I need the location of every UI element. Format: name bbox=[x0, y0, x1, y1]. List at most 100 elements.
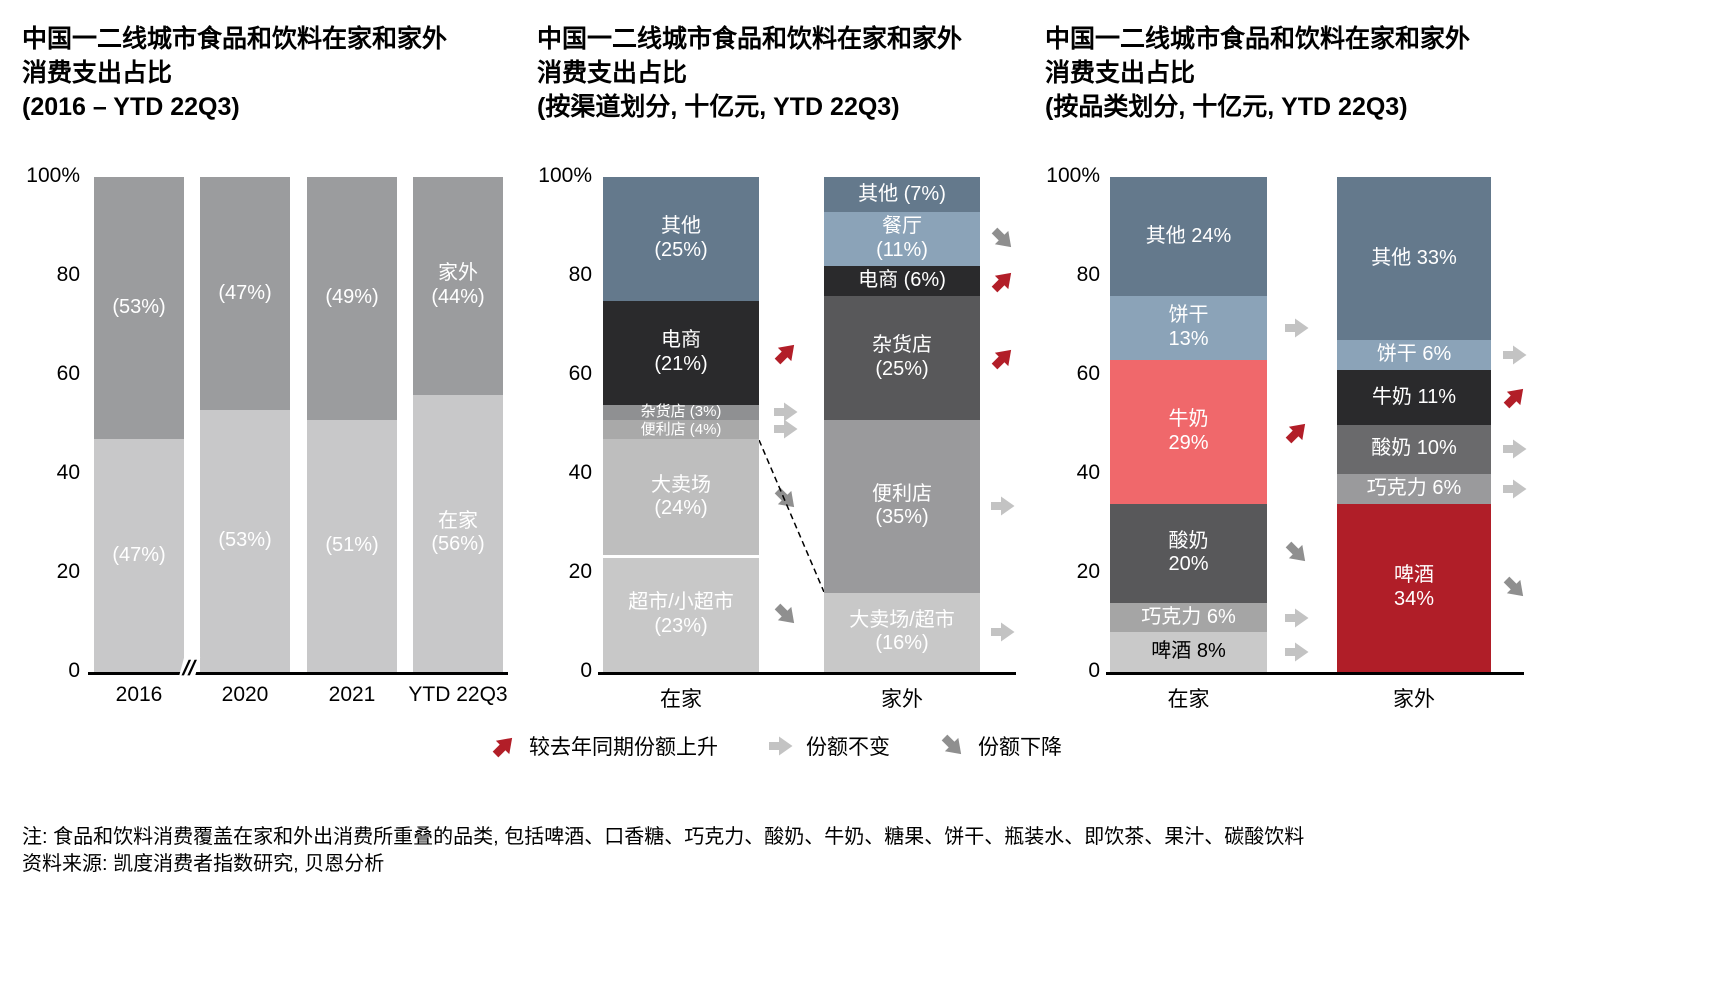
trend-flat-icon bbox=[1499, 433, 1531, 465]
stacked-bar: 啤酒 34% 巧克力 6% 酸奶 10% 牛奶 11% 饼干 6% 其他 33% bbox=[1337, 177, 1491, 672]
bar-segment-其他: 其他 (25%) bbox=[603, 177, 759, 301]
chart-title: 中国一二线城市食品和饮料在家和家外 消费支出占比 (2016 – YTD 22Q3) bbox=[22, 22, 447, 124]
bar-segment-电商: 电商 (6%) bbox=[824, 266, 980, 296]
y-axis-tick: 40 bbox=[1076, 461, 1100, 484]
bar-segment-在家: (47%) bbox=[94, 439, 184, 672]
trend-flat-icon bbox=[1281, 602, 1313, 634]
stacked-bar: 大卖场/超市 (16%) 便利店 (35%) 杂货店 (25%) 电商 (6%) 餐厅 … bbox=[824, 177, 980, 672]
x-axis-line bbox=[1106, 672, 1524, 675]
chart-title-line: (按品类划分, 十亿元, YTD 22Q3) bbox=[1045, 93, 1408, 121]
chart-title: 中国一二线城市食品和饮料在家和家外 消费支出占比 (按渠道划分, 十亿元, YTD … bbox=[537, 22, 962, 124]
trend-flat-icon bbox=[766, 731, 796, 761]
stacked-bar: 啤酒 8% 巧克力 6% 酸奶 20% 牛奶 29% 饼干 13% 其他 24% bbox=[1110, 177, 1267, 672]
trend-up-icon bbox=[489, 731, 519, 761]
bar-segment-牛奶: 牛奶 11% bbox=[1337, 370, 1491, 425]
x-category-label: 在家 bbox=[1167, 688, 1210, 711]
bar-segment-巧克力: 巧克力 6% bbox=[1337, 474, 1491, 504]
bar-segment-便利店: 便利店 (4%) bbox=[603, 419, 759, 440]
x-category-label: 2016 bbox=[115, 683, 163, 706]
trend-up-icon bbox=[1499, 381, 1531, 413]
bar-segment-饼干: 饼干 13% bbox=[1110, 295, 1267, 361]
y-axis-tick: 20 bbox=[568, 560, 592, 583]
trend-flat-icon bbox=[987, 490, 1019, 522]
bar-segment-餐厅: 餐厅 (11%) bbox=[824, 211, 980, 267]
legend: 较去年同期份额上升 份额不变 份额下降 bbox=[489, 731, 1062, 761]
stacked-bar: 超市/小超市 (23%) 大卖场 (24%) 便利店 (4%) 杂货店 (3%) 电商 … bbox=[603, 177, 759, 672]
bar-segment-牛奶: 牛奶 29% bbox=[1110, 360, 1267, 504]
y-axis-tick: 80 bbox=[568, 263, 592, 286]
footnote: 注: 食品和饮料消费覆盖在家和外出消费所重叠的品类, 包括啤酒、口香糖、巧克力、… bbox=[22, 826, 1305, 848]
bar-segment-在家: 在家 (56%) bbox=[413, 394, 503, 672]
trend-down-icon bbox=[770, 599, 802, 631]
bar-segment-饼干: 饼干 6% bbox=[1337, 340, 1491, 371]
bar-segment-啤酒: 啤酒 34% bbox=[1337, 503, 1491, 672]
stacked-bar: (53%) (47%) bbox=[200, 177, 290, 672]
trend-flat-icon bbox=[770, 413, 802, 445]
bar-segment-巧克力: 巧克力 6% bbox=[1110, 602, 1267, 633]
y-axis-tick: 40 bbox=[56, 461, 80, 484]
y-axis-tick: 60 bbox=[1076, 362, 1100, 385]
bar-segment-其他: 其他 24% bbox=[1110, 177, 1267, 296]
bar-segment-家外: (47%) bbox=[200, 177, 290, 410]
legend-item: 较去年同期份额上升 bbox=[489, 731, 718, 761]
chart-title: 中国一二线城市食品和饮料在家和家外 消费支出占比 (按品类划分, 十亿元, YTD … bbox=[1045, 22, 1470, 124]
trend-up-icon bbox=[987, 342, 1019, 374]
y-axis-tick: 0 bbox=[580, 659, 592, 682]
bar-segment-家外: (53%) bbox=[94, 177, 184, 440]
stacked-bar: (51%) (49%) bbox=[307, 177, 397, 672]
y-axis-tick: 60 bbox=[568, 362, 592, 385]
trend-down-icon bbox=[1281, 537, 1313, 569]
chart-title-line: 消费支出占比 bbox=[537, 59, 688, 87]
bar-segment-其他: 其他 33% bbox=[1337, 177, 1491, 341]
bar-segment-大卖场/超市: 大卖场/超市 (16%) bbox=[824, 592, 980, 672]
legend-item: 份额不变 bbox=[766, 731, 890, 761]
y-axis-tick: 0 bbox=[68, 659, 80, 682]
bar-segment-杂货店: 杂货店 (25%) bbox=[824, 295, 980, 420]
y-axis-tick: 60 bbox=[56, 362, 80, 385]
bar-segment-其他: 其他 (7%) bbox=[824, 177, 980, 212]
bar-segment-便利店: 便利店 (35%) bbox=[824, 419, 980, 593]
stacked-bar: (47%) (53%) bbox=[94, 177, 184, 672]
y-axis-tick: 80 bbox=[1076, 263, 1100, 286]
chart-title-line: (按渠道划分, 十亿元, YTD 22Q3) bbox=[537, 93, 900, 121]
chart-title-line: 消费支出占比 bbox=[22, 59, 173, 87]
bar-segment-超市/小超市: 超市/小超市 (23%) bbox=[603, 558, 759, 672]
stacked-bar: 在家 (56%) 家外 (44%) bbox=[413, 177, 503, 672]
y-axis-tick: 20 bbox=[56, 560, 80, 583]
trend-up-icon bbox=[770, 337, 802, 369]
x-axis-line bbox=[598, 672, 1016, 675]
trend-down-icon bbox=[987, 223, 1019, 255]
bar-segment-酸奶: 酸奶 20% bbox=[1110, 503, 1267, 603]
dashed-connector bbox=[758, 439, 825, 593]
y-axis-tick: 0 bbox=[1088, 659, 1100, 682]
trend-up-icon bbox=[1281, 416, 1313, 448]
bar-segment-家外: 家外 (44%) bbox=[413, 177, 503, 395]
bar-segment-家外: (49%) bbox=[307, 177, 397, 420]
y-axis-tick: 100% bbox=[538, 164, 592, 187]
chart-title-line: 消费支出占比 bbox=[1045, 59, 1196, 87]
bar-segment-电商: 电商 (21%) bbox=[603, 300, 759, 405]
legend-label: 份额不变 bbox=[806, 736, 890, 759]
trend-flat-icon bbox=[1499, 473, 1531, 505]
source-note: 资料来源: 凯度消费者指数研究, 贝恩分析 bbox=[22, 853, 385, 875]
y-axis-tick: 20 bbox=[1076, 560, 1100, 583]
y-axis-tick: 100% bbox=[26, 164, 80, 187]
trend-down-icon bbox=[770, 483, 802, 515]
y-axis-tick: 40 bbox=[568, 461, 592, 484]
chart-title-line: 中国一二线城市食品和饮料在家和家外 bbox=[22, 25, 448, 53]
x-category-label: 2020 bbox=[221, 683, 269, 706]
bar-segment-酸奶: 酸奶 10% bbox=[1337, 424, 1491, 475]
x-axis-line bbox=[88, 672, 508, 675]
x-category-label: 家外 bbox=[1393, 688, 1435, 711]
x-category-label: 在家 bbox=[660, 688, 702, 711]
chart-title-line: 中国一二线城市食品和饮料在家和家外 bbox=[1045, 25, 1471, 53]
bar-segment-大卖场: 大卖场 (24%) bbox=[603, 439, 759, 559]
trend-flat-icon bbox=[1281, 312, 1313, 344]
bar-segment-在家: (51%) bbox=[307, 419, 397, 672]
y-axis-tick: 80 bbox=[56, 263, 80, 286]
legend-label: 较去年同期份额上升 bbox=[529, 736, 718, 759]
trend-down-icon bbox=[938, 731, 968, 761]
trend-flat-icon bbox=[1499, 339, 1531, 371]
legend-label: 份额下降 bbox=[978, 736, 1062, 759]
